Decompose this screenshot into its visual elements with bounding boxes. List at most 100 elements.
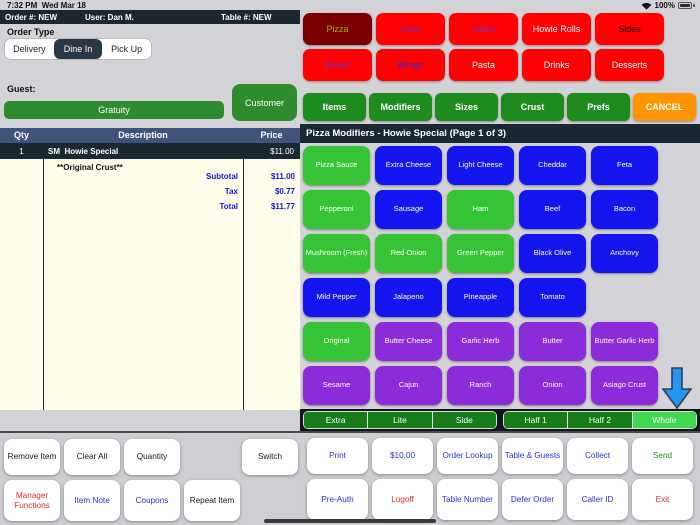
modifier-cheddar[interactable]: Cheddar xyxy=(519,146,586,185)
portion-lite[interactable]: Lite xyxy=(367,412,432,428)
modifier-beef[interactable]: Beef xyxy=(519,190,586,229)
modifier-butter-cheese[interactable]: Butter Cheese xyxy=(375,322,442,361)
category-subs[interactable]: Subs xyxy=(376,13,445,45)
modifier-sesame[interactable]: Sesame xyxy=(303,366,370,405)
send-button[interactable]: Send xyxy=(632,438,693,474)
modifier-butter-garlic-herb[interactable]: Butter Garlic Herb xyxy=(591,322,658,361)
tab-sizes[interactable]: Sizes xyxy=(435,93,498,121)
table-and-guests-button[interactable]: Table & Guests xyxy=(502,438,563,474)
modifier-sausage[interactable]: Sausage xyxy=(375,190,442,229)
item-description: SM Howie Special xyxy=(48,146,119,156)
col-header-qty: Qty xyxy=(13,130,29,140)
item-note-crust: **Original Crust** xyxy=(57,163,123,172)
logoff-button[interactable]: Logoff xyxy=(372,479,433,520)
portion-side[interactable]: Side xyxy=(431,412,496,428)
modifier-onion[interactable]: Onion xyxy=(519,366,586,405)
modifier-feta[interactable]: Feta xyxy=(591,146,658,185)
modifier-pizza-sauce[interactable]: Pizza Sauce xyxy=(303,146,370,185)
portion-placement-group: Half 1 Half 2 Whole xyxy=(503,411,697,429)
quantity-button[interactable]: Quantity xyxy=(124,439,180,475)
modifier-butter[interactable]: Butter xyxy=(519,322,586,361)
caller-id-button[interactable]: Caller ID xyxy=(567,479,628,520)
manager-functions-button[interactable]: Manager Functions xyxy=(4,480,60,521)
remove-item-button[interactable]: Remove Item xyxy=(4,439,60,475)
category-sides[interactable]: Sides xyxy=(595,13,664,45)
modifier-anchovy[interactable]: Anchovy xyxy=(591,234,658,273)
order-info-bar: Order #: NEW User: Dan M. Table #: NEW xyxy=(0,10,300,24)
repeat-item-button[interactable]: Repeat Item xyxy=(184,480,240,521)
guest-label: Guest: xyxy=(7,84,36,94)
category-pizza[interactable]: Pizza xyxy=(303,13,372,45)
modifier-light-cheese[interactable]: Light Cheese xyxy=(447,146,514,185)
home-indicator[interactable] xyxy=(264,519,436,523)
print-button[interactable]: Print xyxy=(307,438,368,474)
modifier-original[interactable]: Original xyxy=(303,322,370,361)
amount-due-button[interactable]: $10.00 xyxy=(372,438,433,474)
modifier-bacon[interactable]: Bacon xyxy=(591,190,658,229)
collect-button[interactable]: Collect xyxy=(567,438,628,474)
modifier-extra-cheese[interactable]: Extra Cheese xyxy=(375,146,442,185)
clear-all-button[interactable]: Clear All xyxy=(64,439,120,475)
nav-tab-bar: Items Modifiers Sizes Crust Prefs CANCEL xyxy=(303,93,696,121)
category-howie-rolls[interactable]: Howie Rolls xyxy=(522,13,591,45)
category-bread[interactable]: Bread xyxy=(303,49,372,81)
order-type-delivery[interactable]: Delivery xyxy=(13,44,46,54)
item-qty: 1 xyxy=(19,146,24,156)
table-number-button[interactable]: Table Number xyxy=(437,479,498,520)
bottom-action-panel: Remove Item Clear All Quantity Switch Ma… xyxy=(0,431,700,525)
exit-button[interactable]: Exit xyxy=(632,479,693,520)
category-desserts[interactable]: Desserts xyxy=(595,49,664,81)
pre-auth-button[interactable]: Pre-Auth xyxy=(307,479,368,520)
modifier-tomato[interactable]: Tomato xyxy=(519,278,586,317)
defer-order-button[interactable]: Defer Order xyxy=(502,479,563,520)
battery-icon xyxy=(678,2,692,9)
modifier-pineapple[interactable]: Pineapple xyxy=(447,278,514,317)
total-label: Total xyxy=(219,202,238,211)
customer-button[interactable]: Customer xyxy=(232,84,297,121)
down-arrow-icon xyxy=(661,367,693,410)
portion-half-2[interactable]: Half 2 xyxy=(567,412,632,428)
modifier-garlic-herb[interactable]: Garlic Herb xyxy=(447,322,514,361)
category-salad[interactable]: Salad xyxy=(449,13,518,45)
order-type-dine-in[interactable]: Dine In xyxy=(53,39,103,59)
tab-items[interactable]: Items xyxy=(303,93,366,121)
order-lookup-button[interactable]: Order Lookup xyxy=(437,438,498,474)
order-line-item[interactable]: 1 SM Howie Special $11.00 xyxy=(0,143,300,159)
portion-half-1[interactable]: Half 1 xyxy=(504,412,568,428)
modifier-jalapeno[interactable]: Jalapeno xyxy=(375,278,442,317)
col-header-description: Description xyxy=(118,130,168,140)
gratuity-button[interactable]: Gratuity xyxy=(4,101,224,119)
modifier-ham[interactable]: Ham xyxy=(447,190,514,229)
category-drinks[interactable]: Drinks xyxy=(522,49,591,81)
portion-extra[interactable]: Extra xyxy=(304,412,368,428)
item-price: $11.00 xyxy=(270,146,294,156)
tab-crust[interactable]: Crust xyxy=(501,93,564,121)
cancel-button[interactable]: CANCEL xyxy=(633,93,696,121)
category-pasta[interactable]: Pasta xyxy=(449,49,518,81)
tab-prefs[interactable]: Prefs xyxy=(567,93,630,121)
order-type-pick-up[interactable]: Pick Up xyxy=(111,44,143,54)
switch-button[interactable]: Switch xyxy=(242,439,298,475)
modifier-cajun[interactable]: Cajun xyxy=(375,366,442,405)
modifier-red-onion[interactable]: Red Onion xyxy=(375,234,442,273)
coupons-button[interactable]: Coupons xyxy=(124,480,180,521)
table-number-label: Table #: NEW xyxy=(221,13,272,22)
modifier-pepperoni[interactable]: Pepperoni xyxy=(303,190,370,229)
clock-date: 7:32 PM Wed Mar 18 xyxy=(7,1,86,10)
modifier-black-olive[interactable]: Black Olive xyxy=(519,234,586,273)
modifier-green-pepper[interactable]: Green Pepper xyxy=(447,234,514,273)
modifier-ranch[interactable]: Ranch xyxy=(447,366,514,405)
modifiers-title: Pizza Modifiers - Howie Special (Page 1 … xyxy=(300,124,700,143)
tab-modifiers[interactable]: Modifiers xyxy=(369,93,432,121)
modifier-asiago-crust[interactable]: Asiago Crust xyxy=(591,366,658,405)
wifi-icon xyxy=(641,2,651,10)
modifier-mushroom-fresh[interactable]: Mushroom (Fresh) xyxy=(303,234,370,273)
item-note-button[interactable]: Item Note xyxy=(64,480,120,521)
portion-whole[interactable]: Whole xyxy=(631,412,696,428)
order-number: Order #: NEW xyxy=(5,13,58,22)
category-wings[interactable]: Wings xyxy=(376,49,445,81)
total-row: Total $11.77 xyxy=(0,202,300,215)
category-grid: Pizza Subs Salad Howie Rolls Sides Bread… xyxy=(303,13,664,81)
modifier-mild-pepper[interactable]: Mild Pepper xyxy=(303,278,370,317)
